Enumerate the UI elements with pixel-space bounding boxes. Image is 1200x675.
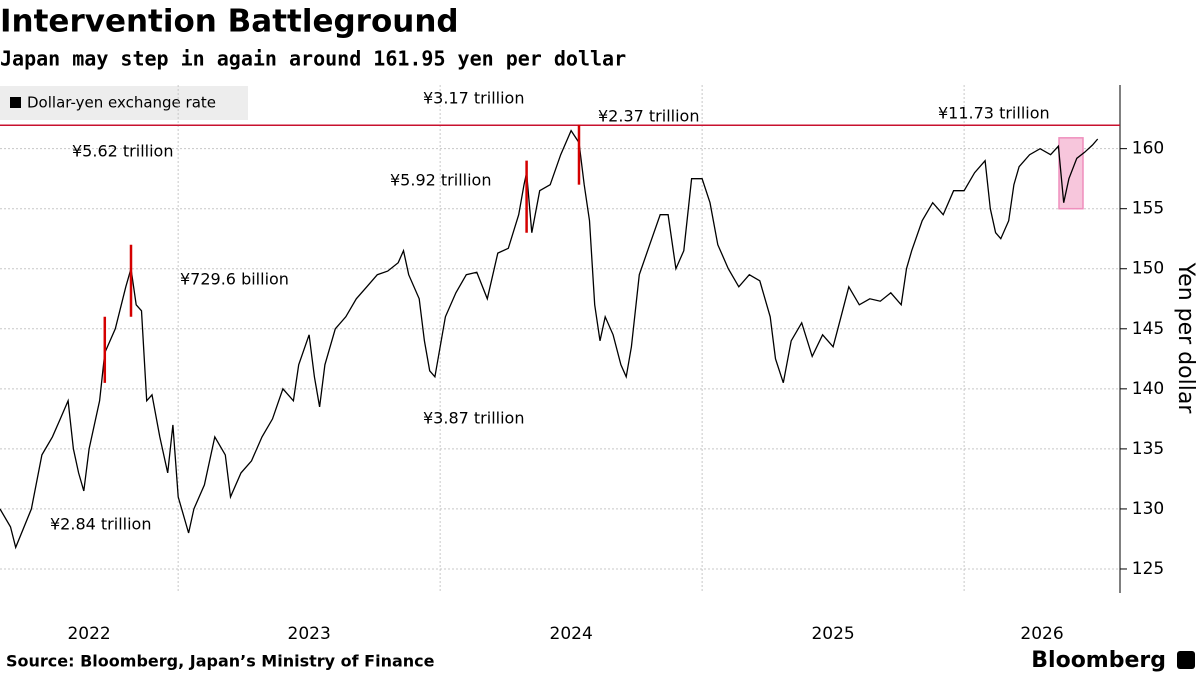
y-tick-label: 125 — [1132, 559, 1164, 579]
annotation: ¥3.87 trillion — [423, 409, 524, 428]
y-tick-label: 135 — [1132, 439, 1164, 459]
legend-label: Dollar-yen exchange rate — [27, 94, 216, 112]
x-tick-label: 2022 — [67, 624, 110, 644]
source: Source: Bloomberg, Japan’s Ministry of F… — [6, 652, 435, 671]
y-tick-label: 160 — [1132, 139, 1164, 159]
annotation: ¥2.84 trillion — [50, 515, 151, 534]
annotation: ¥11.73 trillion — [938, 104, 1050, 123]
x-tick-label: 2024 — [550, 624, 593, 644]
annotation: ¥2.37 trillion — [598, 107, 699, 126]
x-tick-label: 2026 — [1020, 624, 1063, 644]
y-tick-label: 130 — [1132, 499, 1164, 519]
annotation: ¥729.6 billion — [180, 270, 289, 289]
chart-title: Intervention Battleground — [0, 4, 459, 40]
legend-box — [0, 86, 248, 120]
price-line — [0, 129, 1099, 550]
chart-subtitle: Japan may step in again around 161.95 ye… — [0, 47, 626, 71]
annotation: ¥3.17 trillion — [423, 89, 524, 108]
x-tick-label: 2023 — [288, 624, 331, 644]
y-tick-label: 150 — [1132, 259, 1164, 279]
y-tick-label: 145 — [1132, 319, 1164, 339]
y-axis-label: Yen per dollar — [1173, 262, 1198, 415]
y-tick-label: 140 — [1132, 379, 1164, 399]
y-tick-label: 155 — [1132, 199, 1164, 219]
brand-icon — [1177, 651, 1195, 669]
legend-swatch — [10, 97, 21, 108]
annotation: ¥5.62 trillion — [72, 142, 173, 161]
x-tick-label: 2025 — [811, 624, 854, 644]
annotation: ¥5.92 trillion — [390, 171, 491, 190]
brand: Bloomberg — [1031, 648, 1166, 673]
